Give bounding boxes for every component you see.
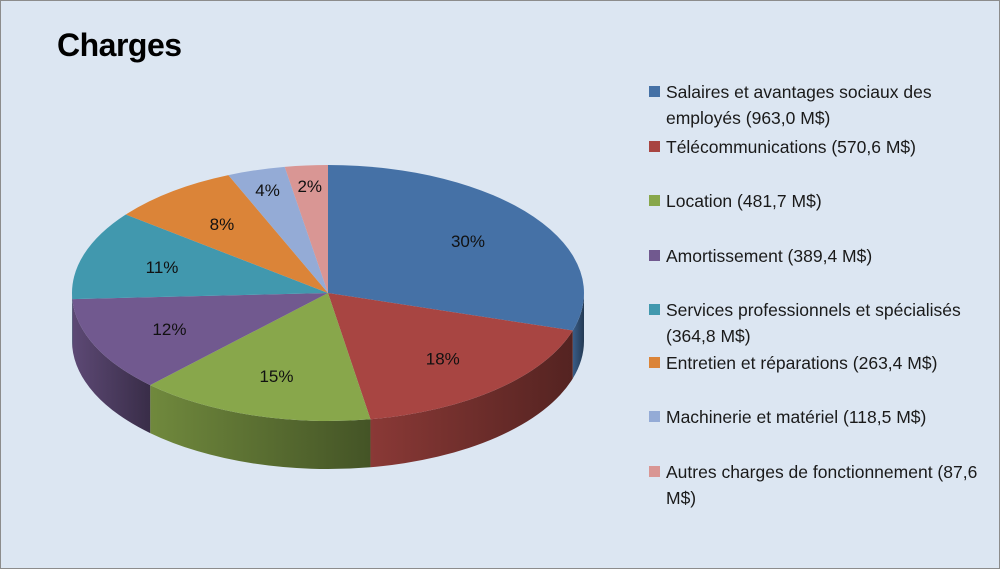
legend-label: Télécommunications (570,6 M$) bbox=[666, 137, 916, 157]
legend-swatch bbox=[649, 411, 660, 422]
legend-swatch bbox=[649, 304, 660, 315]
legend-label: Autres charges de fonctionnement (87,6 M… bbox=[666, 462, 978, 508]
pie-slice bbox=[72, 214, 328, 300]
slice-percent-label: 2% bbox=[297, 177, 322, 196]
legend-label: Services professionnels et spécialisés (… bbox=[666, 300, 961, 346]
pie-slice bbox=[328, 165, 584, 331]
legend-label: Entretien et réparations (263,4 M$) bbox=[666, 353, 938, 373]
legend-label: Salaires et avantages sociaux des employ… bbox=[666, 82, 932, 128]
pie-slice bbox=[228, 166, 328, 293]
pie-slice bbox=[125, 175, 328, 293]
slice-percent-label: 18% bbox=[426, 349, 460, 368]
legend-swatch bbox=[649, 357, 660, 368]
legend-label: Amortissement (389,4 M$) bbox=[666, 246, 873, 266]
slice-percent-label: 8% bbox=[210, 215, 235, 234]
slice-percent-label: 30% bbox=[451, 232, 485, 251]
pie-slice bbox=[328, 293, 573, 420]
pie-slice-side bbox=[370, 330, 573, 468]
slice-percent-label: 11% bbox=[146, 258, 179, 277]
legend-swatch bbox=[649, 141, 660, 152]
pie-slice bbox=[150, 293, 371, 421]
legend-swatch bbox=[649, 86, 660, 97]
pie-slice-side bbox=[72, 299, 151, 434]
legend-label: Location (481,7 M$) bbox=[666, 191, 822, 211]
slice-percent-label: 15% bbox=[259, 367, 293, 386]
legend-swatch bbox=[649, 195, 660, 206]
pie-slice-side bbox=[572, 293, 584, 379]
pie-slice-side bbox=[150, 385, 371, 469]
chart-title: Charges bbox=[57, 27, 182, 63]
legend-swatch bbox=[649, 466, 660, 477]
slice-percent-label: 4% bbox=[255, 181, 280, 200]
pie-slice bbox=[72, 293, 328, 386]
pie-slice bbox=[284, 165, 328, 293]
legend-label: Machinerie et matériel (118,5 M$) bbox=[666, 407, 927, 427]
slice-percent-label: 12% bbox=[152, 320, 186, 339]
legend-swatch bbox=[649, 250, 660, 261]
